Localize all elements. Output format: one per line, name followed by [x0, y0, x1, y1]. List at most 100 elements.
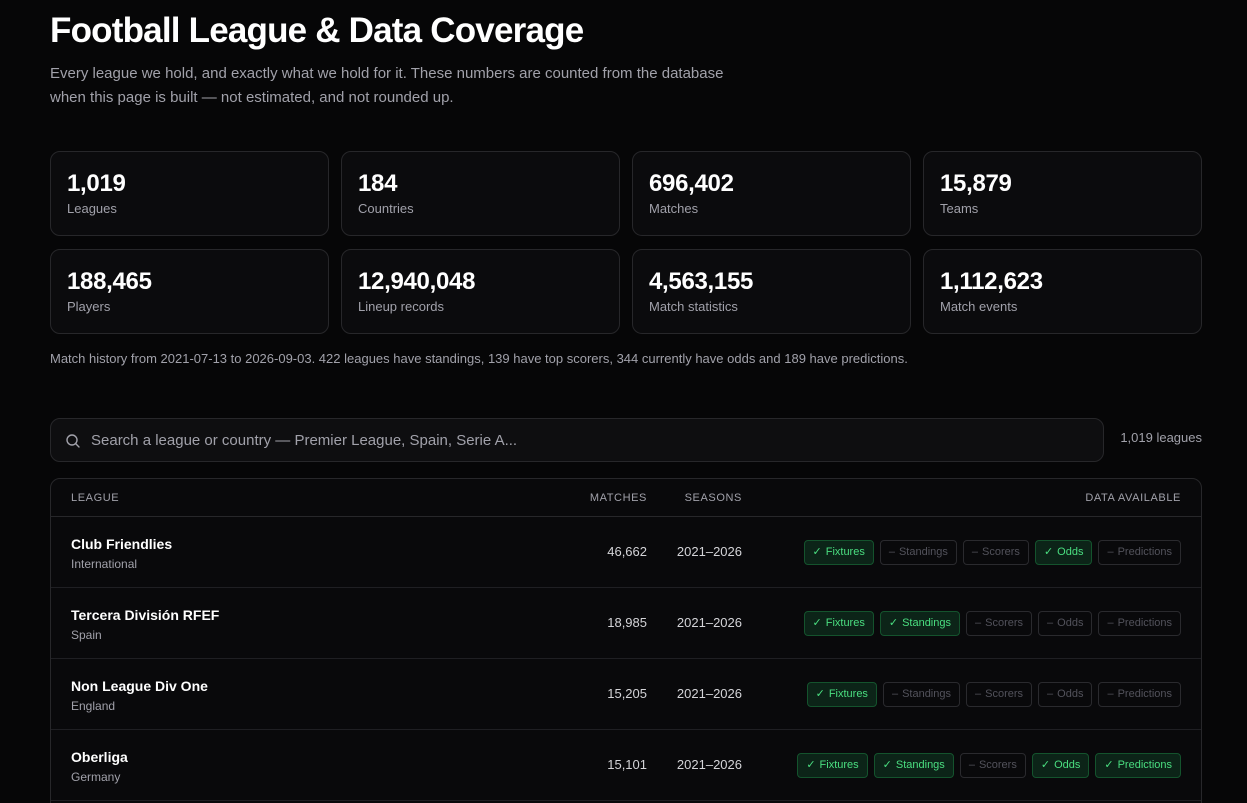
badge-fixtures: ✓ Fixtures — [803, 540, 874, 565]
badge-scorers: – Scorers — [962, 540, 1029, 565]
check-icon: ✓ — [1043, 546, 1054, 558]
column-header-matches[interactable]: Matches — [589, 492, 647, 504]
badge-label: Odds — [1057, 617, 1084, 629]
stat-card-teams: 15,879 Teams — [923, 151, 1202, 236]
badge-standings: – Standings — [879, 540, 957, 565]
badge-label: Standings — [902, 688, 951, 700]
dash-icon: – — [1047, 617, 1054, 629]
badge-standings: – Standings — [882, 682, 960, 707]
league-matches: 46,662 — [607, 544, 647, 559]
column-header-data-available: Data available — [1085, 492, 1181, 504]
stat-label: Leagues — [67, 201, 117, 216]
stat-label: Countries — [358, 201, 414, 216]
badge-label: Odds — [1054, 759, 1081, 771]
badge-label: Predictions — [1117, 688, 1172, 700]
stat-label: Teams — [940, 201, 979, 216]
stat-card-countries: 184 Countries — [341, 151, 620, 236]
badge-odds: ✓ Odds — [1034, 540, 1093, 565]
stat-label: Lineup records — [358, 299, 444, 314]
coverage-summary: Match history from 2021-07-13 to 2026-09… — [50, 351, 908, 366]
search-icon — [66, 434, 80, 448]
league-country: Germany — [71, 770, 121, 784]
league-name[interactable]: Tercera División RFEF — [71, 607, 220, 623]
table-row[interactable]: Club Friendlies International 46,662 2021–2… — [51, 517, 1201, 588]
badge-predictions: ✓ Predictions — [1095, 753, 1181, 778]
dash-icon: – — [1047, 688, 1054, 700]
check-icon: ✓ — [812, 546, 822, 558]
leagues-table: League Matches Seasons Data available Cl… — [50, 478, 1202, 803]
check-icon: ✓ — [1104, 759, 1114, 771]
league-country: England — [71, 699, 116, 713]
badge-predictions: – Predictions — [1098, 540, 1181, 565]
check-icon: ✓ — [888, 617, 899, 629]
badge-label: Scorers — [978, 759, 1017, 771]
check-icon: ✓ — [812, 617, 822, 629]
badge-label: Odds — [1057, 688, 1084, 700]
stat-value: 188,465 — [67, 268, 152, 295]
badge-label: Standings — [895, 759, 945, 771]
league-matches: 18,985 — [607, 615, 647, 630]
table-row[interactable]: Tercera División RFEF Spain 18,985 2021–202… — [51, 588, 1201, 659]
dash-icon: – — [975, 617, 982, 629]
stat-label: Match events — [940, 299, 1018, 314]
badge-scorers: – Scorers — [959, 753, 1026, 778]
data-badges: ✓ Fixtures – Standings – Scorers ✓ Odds – Predict… — [803, 540, 1181, 565]
badge-label: Fixtures — [828, 688, 868, 700]
badge-label: Odds — [1057, 546, 1084, 558]
badge-scorers: – Scorers — [966, 682, 1033, 707]
league-count: 1,019 leagues — [1120, 430, 1202, 445]
league-matches: 15,101 — [607, 757, 647, 772]
league-name[interactable]: Non League Div One — [71, 678, 208, 694]
badge-scorers: – Scorers — [966, 611, 1033, 636]
league-country: Spain — [71, 628, 102, 642]
column-header-league[interactable]: League — [71, 492, 120, 504]
check-icon: ✓ — [806, 759, 816, 771]
dash-icon: – — [891, 688, 899, 700]
search-box[interactable] — [50, 418, 1104, 462]
stat-label: Match statistics — [649, 299, 738, 314]
data-badges: ✓ Fixtures ✓ Standings – Scorers – Odds – Predict… — [803, 611, 1181, 636]
badge-label: Predictions — [1117, 546, 1172, 558]
stats-grid: 1,019 Leagues 184 Countries 696,402 Matc… — [50, 151, 1202, 334]
league-name[interactable]: Oberliga — [71, 749, 128, 765]
check-icon: ✓ — [882, 759, 892, 771]
badge-odds: – Odds — [1038, 611, 1093, 636]
page-title: Football League & Data Coverage — [50, 11, 584, 50]
stat-value: 4,563,155 — [649, 268, 754, 295]
badge-label: Predictions — [1117, 617, 1172, 629]
stat-value: 696,402 — [649, 170, 734, 197]
stat-card-leagues: 1,019 Leagues — [50, 151, 329, 236]
stat-card-match-statistics: 4,563,155 Match statistics — [632, 249, 911, 334]
page-subtitle: Every league we hold, and exactly what w… — [50, 65, 724, 106]
stat-value: 184 — [358, 170, 398, 197]
stat-label: Players — [67, 299, 111, 314]
league-name[interactable]: Club Friendlies — [71, 536, 173, 552]
data-badges: ✓ Fixtures ✓ Standings – Scorers ✓ Odds ✓ Predict… — [797, 753, 1181, 778]
badge-label: Scorers — [982, 546, 1020, 558]
stat-value: 1,112,623 — [940, 268, 1043, 295]
dash-icon: – — [1107, 617, 1114, 629]
dash-icon: – — [1107, 688, 1114, 700]
badge-odds: – Odds — [1038, 682, 1093, 707]
table-row[interactable]: Non League Div One England 15,205 2021–2026… — [51, 659, 1201, 730]
search-input[interactable] — [91, 419, 1091, 461]
badge-label: Standings — [898, 546, 948, 558]
stat-value: 15,879 — [940, 170, 1012, 197]
table-row[interactable]: Oberliga Germany 15,101 2021–2026 ✓ Fixtures ✓… — [51, 730, 1201, 801]
league-seasons: 2021–2026 — [676, 757, 742, 772]
dash-icon: – — [888, 546, 895, 558]
stat-card-match-events: 1,112,623 Match events — [923, 249, 1202, 334]
badge-label: Fixtures — [825, 617, 865, 629]
stat-card-lineup-records: 12,940,048 Lineup records — [341, 249, 620, 334]
badge-label: Scorers — [985, 617, 1024, 629]
dash-icon: – — [968, 759, 975, 771]
badge-label: Scorers — [985, 688, 1024, 700]
badge-label: Standings — [902, 617, 951, 629]
badge-label: Fixtures — [825, 546, 865, 558]
badge-standings: ✓ Standings — [879, 611, 960, 636]
badge-predictions: – Predictions — [1098, 611, 1181, 636]
check-icon: ✓ — [1040, 759, 1051, 771]
stat-label: Matches — [649, 201, 699, 216]
search-row: 1,019 leagues — [50, 418, 1202, 462]
column-header-seasons[interactable]: Seasons — [684, 492, 742, 504]
